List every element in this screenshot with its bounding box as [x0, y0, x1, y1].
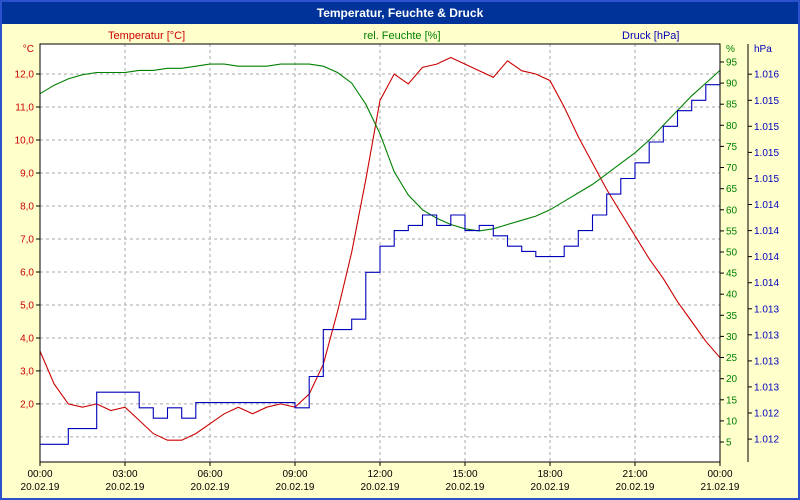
date-tick-label: 20.02.19	[616, 482, 655, 493]
temp-tick-label: 4,0	[20, 334, 34, 345]
time-tick-label: 00:00	[27, 469, 52, 480]
press-tick-label: 1.013	[754, 382, 779, 393]
series-temp-line	[39, 56, 721, 441]
temp-axis-unit: °C	[23, 44, 34, 55]
hum-tick-label: 45	[726, 269, 738, 280]
temp-tick-label: 3,0	[20, 366, 34, 377]
press-tick-label: 1.014	[754, 226, 779, 237]
hum-tick-label: 95	[726, 58, 738, 69]
temp-tick-label: 10,0	[15, 136, 35, 147]
plot-canvas: 12,0 11,0 10,0 9,0 8,0 7,0 6,0 5,0 4,0 3,0 2,0 95 90…	[15, 43, 779, 493]
hum-tick-label: 80	[726, 121, 738, 132]
press-tick-label: 1.013	[754, 304, 779, 315]
hum-tick-label: 90	[726, 79, 738, 90]
temp-tick-label: 11,0	[15, 103, 34, 114]
press-tick-label: 1.013	[754, 330, 779, 341]
hum-tick-label: 30	[726, 332, 738, 343]
press-tick-label: 1.015	[754, 148, 779, 159]
time-tick-label: 12:00	[367, 469, 392, 480]
date-tick-label: 20.02.19	[446, 482, 485, 493]
press-tick-label: 1.012	[754, 409, 779, 420]
hum-tick-label: 60	[726, 205, 738, 216]
series-title-temperature: Temperatur [°C]	[108, 30, 186, 42]
series-press-line	[40, 69, 721, 445]
date-tick-label: 20.02.19	[276, 482, 315, 493]
hum-tick-label: 70	[726, 163, 738, 174]
title-bar: Temperatur, Feuchte & Druck	[2, 2, 798, 24]
temp-tick-label: 9,0	[20, 169, 34, 180]
press-tick-label: 1.012	[754, 435, 779, 446]
temp-tick-label: 8,0	[20, 202, 34, 213]
press-tick-label: 1.015	[754, 174, 779, 185]
temp-tick-label: 12,0	[15, 70, 35, 81]
series-title-pressure: Druck [hPa]	[622, 30, 680, 42]
hum-tick-label: 10	[726, 416, 738, 427]
temp-tick-label: 5,0	[20, 301, 34, 312]
hum-tick-label: 15	[726, 395, 738, 406]
time-tick-label: 15:00	[452, 469, 477, 480]
time-tick-label: 00:00	[707, 469, 732, 480]
date-tick-label: 20.02.19	[191, 482, 230, 493]
series-hum-line	[39, 63, 721, 232]
hum-tick-label: 85	[726, 100, 738, 111]
date-tick-label: 20.02.19	[361, 482, 400, 493]
press-axis-unit: hPa	[754, 44, 772, 55]
hum-tick-label: 35	[726, 311, 738, 322]
press-tick-label: 1.015	[754, 96, 779, 107]
temp-tick-label: 2,0	[20, 399, 34, 410]
press-tick-label: 1.014	[754, 252, 779, 263]
time-tick-label: 18:00	[537, 469, 562, 480]
chart-area: Temperatur [°C] rel. Feuchte [%] Druck […	[2, 24, 798, 498]
press-tick-label: 1.015	[754, 122, 779, 133]
time-tick-label: 09:00	[282, 469, 307, 480]
date-tick-label: 20.02.19	[21, 482, 60, 493]
hum-axis-unit: %	[726, 44, 735, 55]
date-tick-label: 20.02.19	[531, 482, 570, 493]
temp-tick-label: 7,0	[20, 235, 34, 246]
press-tick-label: 1.016	[754, 70, 779, 81]
series-title-humidity: rel. Feuchte [%]	[363, 30, 441, 42]
date-tick-label: 20.02.19	[106, 482, 145, 493]
press-tick-label: 1.013	[754, 356, 779, 367]
hum-tick-label: 20	[726, 374, 738, 385]
date-tick-label: 21.02.19	[701, 482, 740, 493]
time-tick-label: 06:00	[197, 469, 222, 480]
time-tick-label: 21:00	[622, 469, 647, 480]
hum-tick-label: 5	[726, 438, 732, 449]
press-tick-label: 1.014	[754, 278, 779, 289]
hum-tick-label: 75	[726, 142, 738, 153]
hum-tick-label: 25	[726, 353, 738, 364]
temp-tick-label: 6,0	[20, 268, 34, 279]
hum-tick-label: 55	[726, 226, 738, 237]
hum-tick-label: 65	[726, 184, 738, 195]
hum-tick-label: 50	[726, 248, 738, 259]
press-tick-label: 1.014	[754, 200, 779, 211]
hum-tick-label: 40	[726, 290, 738, 301]
time-tick-label: 03:00	[112, 469, 137, 480]
